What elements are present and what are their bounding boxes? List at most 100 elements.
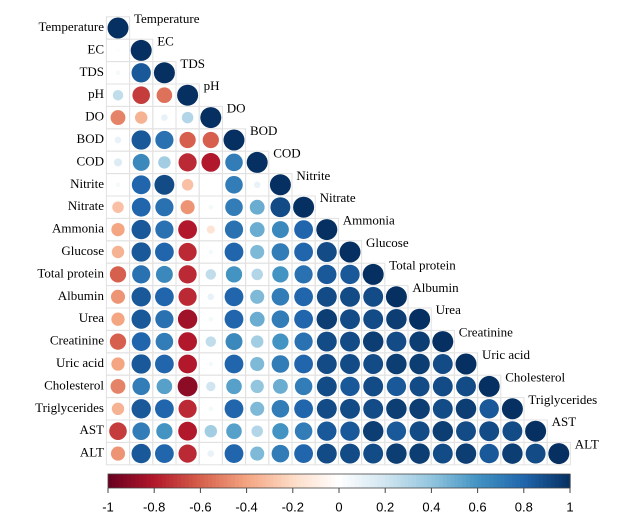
- diagonal-label: Nitrite: [296, 168, 330, 183]
- corr-circle: [339, 241, 361, 263]
- corr-circle: [455, 398, 477, 420]
- colorbar-segment: [315, 474, 321, 488]
- corr-circle: [386, 331, 407, 352]
- corr-circle: [316, 286, 337, 307]
- colorbar-segment: [327, 474, 332, 488]
- corr-circle: [363, 309, 384, 330]
- corr-circle: [478, 375, 500, 397]
- corr-circle: [155, 265, 173, 283]
- colorbar-segment: [550, 474, 556, 488]
- row-label: Temperature: [39, 19, 105, 34]
- colorbar-tick-label: 0: [335, 499, 342, 514]
- corr-circle: [154, 174, 175, 195]
- corr-circle: [432, 398, 453, 419]
- colorbar-segment: [358, 474, 363, 488]
- corr-circle: [115, 70, 121, 76]
- corr-circle: [226, 378, 242, 395]
- row-label: Nitrite: [70, 176, 104, 191]
- colorbar-segment: [485, 474, 490, 488]
- corr-circle: [153, 62, 175, 84]
- colorbar-segment: [523, 474, 529, 488]
- colorbar-segment: [192, 474, 198, 488]
- colorbar-segment: [473, 474, 479, 488]
- corr-circle: [246, 151, 268, 173]
- colorbar-segment: [381, 474, 386, 488]
- colorbar-segment: [566, 474, 571, 488]
- colorbar-segment: [258, 474, 263, 488]
- colorbar-segment: [431, 474, 436, 488]
- corr-circle: [224, 220, 244, 239]
- diagonal-label: Temperature: [134, 11, 200, 26]
- colorbar-segment: [254, 474, 259, 488]
- corr-circle: [250, 446, 265, 461]
- corr-circle: [224, 399, 244, 419]
- corr-circle: [432, 376, 453, 397]
- corr-circle: [250, 379, 264, 394]
- colorbar-segment: [362, 474, 367, 488]
- colorbar-segment: [412, 474, 417, 488]
- corr-circle: [178, 444, 197, 463]
- colorbar-segment: [115, 474, 121, 488]
- corr-circle: [156, 378, 173, 395]
- corr-circle: [206, 225, 215, 234]
- corr-circle: [207, 450, 215, 457]
- colorbar-segment: [416, 474, 421, 488]
- colorbar-segment: [458, 474, 463, 488]
- corr-circle: [225, 153, 243, 172]
- corr-circle: [340, 398, 360, 419]
- corr-circle: [130, 39, 152, 61]
- colorbar-tick-label: -0.2: [282, 499, 304, 514]
- corr-circle: [131, 175, 151, 195]
- corr-circle: [155, 399, 174, 419]
- corr-circle: [294, 399, 313, 419]
- corr-circle: [249, 311, 265, 327]
- colorbar-segment: [223, 474, 228, 488]
- corr-circle: [479, 399, 499, 419]
- row-label: BOD: [77, 131, 104, 146]
- row-label: Uric acid: [56, 355, 105, 370]
- corr-circle: [340, 443, 360, 464]
- corr-circle: [131, 443, 151, 464]
- corr-circle: [155, 310, 174, 329]
- corr-circle: [224, 242, 244, 262]
- colorbar-segment: [127, 474, 132, 488]
- colorbar-segment: [339, 474, 344, 488]
- corr-circle: [362, 331, 384, 352]
- diagonal-label: Glucose: [366, 235, 409, 250]
- corr-circle: [409, 353, 430, 375]
- colorbar-segment: [442, 474, 448, 488]
- corr-circle: [294, 309, 313, 329]
- corr-circle: [271, 444, 290, 463]
- corr-circle: [208, 406, 214, 412]
- corr-circle: [180, 200, 195, 215]
- corr-circle: [432, 354, 453, 374]
- diagonal-label: pH: [204, 78, 220, 93]
- corr-circle: [131, 63, 151, 83]
- colorbar-segment: [481, 474, 486, 488]
- corr-circle: [155, 332, 174, 351]
- colorbar-segment: [235, 474, 240, 488]
- corr-circle: [271, 243, 290, 261]
- colorbar-segment: [419, 474, 425, 488]
- corr-circle: [109, 333, 127, 350]
- colorbar-segment: [454, 474, 459, 488]
- row-label: ALT: [80, 445, 104, 460]
- colorbar-segment: [227, 474, 232, 488]
- diagonal-label: EC: [157, 33, 174, 48]
- corr-circle: [110, 289, 126, 304]
- corr-circle: [225, 333, 243, 351]
- colorbar-segment: [204, 474, 209, 488]
- colorbar-segment: [346, 474, 352, 488]
- corr-circle: [294, 332, 313, 351]
- colorbar-segment: [262, 474, 267, 488]
- corr-circle: [316, 443, 337, 464]
- corr-circle: [317, 264, 337, 285]
- colorbar-segment: [169, 474, 175, 488]
- corr-circle: [294, 377, 313, 396]
- corr-circle: [501, 398, 523, 420]
- corr-circle: [249, 222, 265, 238]
- colorbar-segment: [208, 474, 213, 488]
- colorbar-segment: [508, 474, 513, 488]
- corr-circle: [271, 310, 290, 328]
- corr-circle: [340, 331, 360, 352]
